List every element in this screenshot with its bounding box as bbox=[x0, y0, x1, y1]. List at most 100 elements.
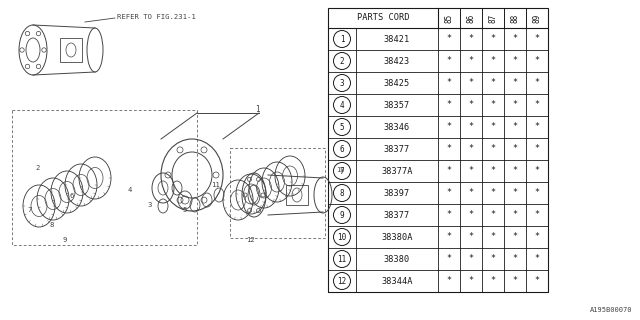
Text: *: * bbox=[447, 233, 451, 242]
Text: *: * bbox=[534, 211, 540, 220]
Bar bbox=[286, 185, 308, 205]
Bar bbox=[12, 110, 197, 245]
Text: *: * bbox=[447, 276, 451, 285]
Text: *: * bbox=[513, 276, 518, 285]
Text: REFER TO FIG.231-1: REFER TO FIG.231-1 bbox=[117, 14, 196, 20]
Text: *: * bbox=[534, 276, 540, 285]
Text: *: * bbox=[468, 123, 474, 132]
Text: *: * bbox=[490, 166, 495, 175]
Text: 8: 8 bbox=[340, 188, 344, 197]
Bar bbox=[230, 148, 325, 238]
Text: 38425: 38425 bbox=[384, 78, 410, 87]
Text: *: * bbox=[447, 78, 451, 87]
Text: *: * bbox=[513, 233, 518, 242]
Text: *: * bbox=[534, 100, 540, 109]
Text: *: * bbox=[447, 188, 451, 197]
Text: 88: 88 bbox=[511, 13, 520, 23]
Text: *: * bbox=[468, 35, 474, 44]
Bar bbox=[60, 38, 82, 62]
Text: 5: 5 bbox=[183, 207, 187, 213]
Text: 6: 6 bbox=[340, 145, 344, 154]
Text: *: * bbox=[468, 57, 474, 66]
Text: 2: 2 bbox=[340, 57, 344, 66]
Text: *: * bbox=[468, 233, 474, 242]
Text: *: * bbox=[447, 57, 451, 66]
Text: *: * bbox=[490, 100, 495, 109]
Text: *: * bbox=[490, 211, 495, 220]
Bar bbox=[328, 8, 548, 292]
Text: *: * bbox=[513, 188, 518, 197]
Text: *: * bbox=[513, 100, 518, 109]
Text: 9: 9 bbox=[340, 211, 344, 220]
Text: 3: 3 bbox=[340, 78, 344, 87]
Text: *: * bbox=[513, 254, 518, 263]
Text: *: * bbox=[447, 166, 451, 175]
Text: *: * bbox=[490, 188, 495, 197]
Text: 38423: 38423 bbox=[384, 57, 410, 66]
Text: *: * bbox=[513, 145, 518, 154]
Text: *: * bbox=[534, 233, 540, 242]
Text: 7: 7 bbox=[28, 207, 32, 213]
Text: A195B00070: A195B00070 bbox=[589, 307, 632, 313]
Text: 38344A: 38344A bbox=[381, 276, 413, 285]
Text: 12: 12 bbox=[246, 237, 254, 243]
Text: *: * bbox=[468, 276, 474, 285]
Text: *: * bbox=[513, 78, 518, 87]
Text: *: * bbox=[490, 276, 495, 285]
Text: 1: 1 bbox=[340, 35, 344, 44]
Text: 38380: 38380 bbox=[384, 254, 410, 263]
Text: *: * bbox=[534, 188, 540, 197]
Text: 38397: 38397 bbox=[384, 188, 410, 197]
Text: 38380A: 38380A bbox=[381, 233, 413, 242]
Text: PARTS CORD: PARTS CORD bbox=[356, 13, 409, 22]
Text: 38346: 38346 bbox=[384, 123, 410, 132]
Text: 6: 6 bbox=[70, 193, 74, 199]
Text: 85: 85 bbox=[445, 13, 454, 23]
Text: 86: 86 bbox=[467, 13, 476, 23]
Text: *: * bbox=[513, 35, 518, 44]
Text: *: * bbox=[447, 145, 451, 154]
Text: 38357: 38357 bbox=[384, 100, 410, 109]
Text: 8: 8 bbox=[50, 222, 54, 228]
Text: 11: 11 bbox=[337, 254, 347, 263]
Text: *: * bbox=[490, 57, 495, 66]
Text: *: * bbox=[468, 100, 474, 109]
Text: *: * bbox=[447, 211, 451, 220]
Text: 87: 87 bbox=[488, 13, 497, 23]
Text: 9: 9 bbox=[63, 237, 67, 243]
Text: *: * bbox=[490, 35, 495, 44]
Text: 10: 10 bbox=[337, 233, 347, 242]
Text: *: * bbox=[534, 123, 540, 132]
Text: 1: 1 bbox=[255, 106, 259, 115]
Text: *: * bbox=[490, 145, 495, 154]
Text: 12: 12 bbox=[337, 276, 347, 285]
Text: *: * bbox=[490, 254, 495, 263]
Text: *: * bbox=[534, 145, 540, 154]
Text: *: * bbox=[490, 78, 495, 87]
Text: 38377: 38377 bbox=[384, 211, 410, 220]
Text: *: * bbox=[468, 145, 474, 154]
Text: 10: 10 bbox=[336, 167, 344, 173]
Text: 4: 4 bbox=[340, 100, 344, 109]
Text: *: * bbox=[468, 188, 474, 197]
Text: *: * bbox=[534, 57, 540, 66]
Text: 7: 7 bbox=[340, 166, 344, 175]
Text: 89: 89 bbox=[532, 13, 541, 23]
Text: *: * bbox=[513, 166, 518, 175]
Text: 38377: 38377 bbox=[384, 145, 410, 154]
Text: *: * bbox=[534, 78, 540, 87]
Text: *: * bbox=[468, 78, 474, 87]
Text: *: * bbox=[468, 166, 474, 175]
Text: *: * bbox=[490, 123, 495, 132]
Text: 2: 2 bbox=[36, 165, 40, 171]
Text: 5: 5 bbox=[340, 123, 344, 132]
Text: *: * bbox=[513, 123, 518, 132]
Text: 38377A: 38377A bbox=[381, 166, 413, 175]
Text: *: * bbox=[534, 254, 540, 263]
Text: *: * bbox=[447, 35, 451, 44]
Text: *: * bbox=[513, 211, 518, 220]
Text: *: * bbox=[534, 166, 540, 175]
Text: *: * bbox=[490, 233, 495, 242]
Text: *: * bbox=[447, 254, 451, 263]
Text: 4: 4 bbox=[128, 187, 132, 193]
